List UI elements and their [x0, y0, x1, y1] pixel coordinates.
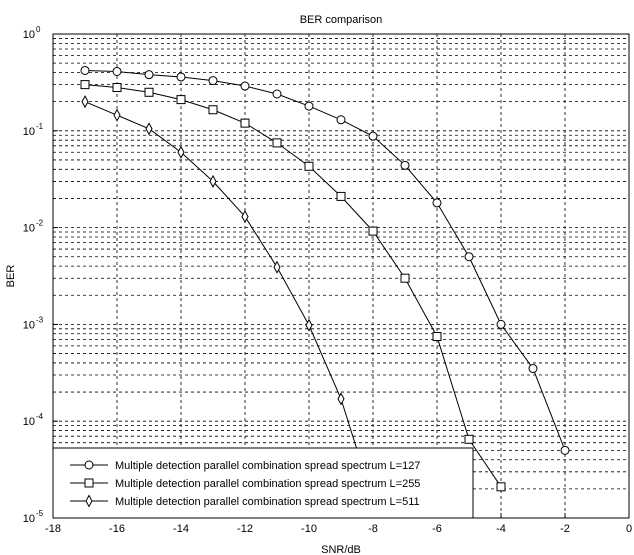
marker-circle: [304, 101, 314, 111]
marker-diamond: [209, 174, 217, 188]
marker-circle: [84, 460, 94, 470]
y-tick-label: 10: [23, 513, 35, 525]
legend-label: Multiple detection parallel combination …: [115, 478, 420, 490]
legend-box: [52, 447, 474, 519]
marker-circle: [176, 72, 186, 82]
y-tick-label: 10: [23, 319, 35, 331]
marker-square: [336, 191, 346, 201]
marker-circle: [272, 89, 282, 99]
y-tick-exponent: -2: [36, 219, 44, 228]
marker-diamond: [177, 145, 185, 159]
series-1: [80, 65, 570, 455]
marker-square: [304, 161, 314, 171]
marker-diamond: [273, 260, 281, 274]
x-tick-label: -6: [432, 523, 442, 535]
marker-square: [84, 478, 94, 488]
y-tick-exponent: -4: [36, 412, 44, 421]
marker-diamond: [145, 122, 153, 136]
marker-square: [464, 434, 474, 444]
marker-diamond: [81, 95, 89, 109]
y-tick-label: 10: [23, 416, 35, 428]
x-axis-label: SNR/dB: [321, 544, 361, 555]
x-tick-label: -2: [560, 523, 570, 535]
marker-square: [496, 482, 506, 492]
marker-square: [144, 87, 154, 97]
y-axis-label: BER: [5, 265, 17, 288]
marker-square: [240, 118, 250, 128]
marker-diamond: [337, 392, 345, 406]
x-tick-label: -8: [368, 523, 378, 535]
ticks: -18 -16 -14 -12 -10 -8 -6 -4 -2 010 010 -110 -210 -31…: [23, 25, 632, 535]
marker-diamond: [305, 318, 313, 332]
y-tick-label: 10: [23, 29, 35, 41]
y-tick-exponent: -3: [36, 315, 44, 324]
marker-circle: [432, 198, 442, 208]
series-layer: [80, 65, 570, 492]
marker-square: [80, 80, 90, 90]
marker-circle: [208, 76, 218, 86]
y-tick-exponent: -1: [36, 122, 44, 131]
x-tick-label: -14: [173, 523, 189, 535]
marker-circle: [496, 319, 506, 329]
marker-circle: [240, 81, 250, 91]
plot-area: [53, 34, 629, 518]
series-line: [84, 69, 566, 451]
legend-label: Multiple detection parallel combination …: [115, 496, 420, 508]
legend: Multiple detection parallel combination …: [52, 447, 474, 519]
series-line: [84, 84, 502, 488]
legend-label: Multiple detection parallel combination …: [115, 460, 420, 472]
x-tick-label: -4: [496, 523, 506, 535]
marker-diamond: [241, 210, 249, 224]
y-tick-exponent: 0: [36, 25, 41, 34]
marker-diamond: [113, 108, 121, 122]
marker-square: [368, 226, 378, 236]
chart-title: BER comparison: [300, 14, 383, 26]
marker-circle: [368, 131, 378, 141]
marker-circle: [144, 70, 154, 80]
y-tick-label: 10: [23, 126, 35, 138]
marker-diamond: [85, 494, 93, 508]
marker-square: [176, 95, 186, 105]
x-tick-label: -18: [45, 523, 61, 535]
x-tick-label: -12: [237, 523, 253, 535]
marker-circle: [560, 445, 570, 455]
marker-square: [432, 331, 442, 341]
x-tick-label: -10: [301, 523, 317, 535]
marker-circle: [464, 252, 474, 262]
marker-square: [208, 105, 218, 115]
marker-square: [400, 273, 410, 283]
marker-circle: [112, 66, 122, 76]
x-tick-label: 0: [626, 523, 632, 535]
y-tick-label: 10: [23, 223, 35, 235]
marker-circle: [336, 115, 346, 125]
series-2: [80, 80, 506, 492]
marker-square: [272, 138, 282, 148]
x-tick-label: -16: [109, 523, 125, 535]
series-3: [81, 95, 361, 460]
marker-square: [112, 83, 122, 93]
marker-circle: [400, 160, 410, 170]
series-line: [84, 101, 361, 460]
marker-circle: [528, 364, 538, 374]
marker-circle: [80, 65, 90, 75]
y-tick-exponent: -5: [36, 509, 44, 518]
